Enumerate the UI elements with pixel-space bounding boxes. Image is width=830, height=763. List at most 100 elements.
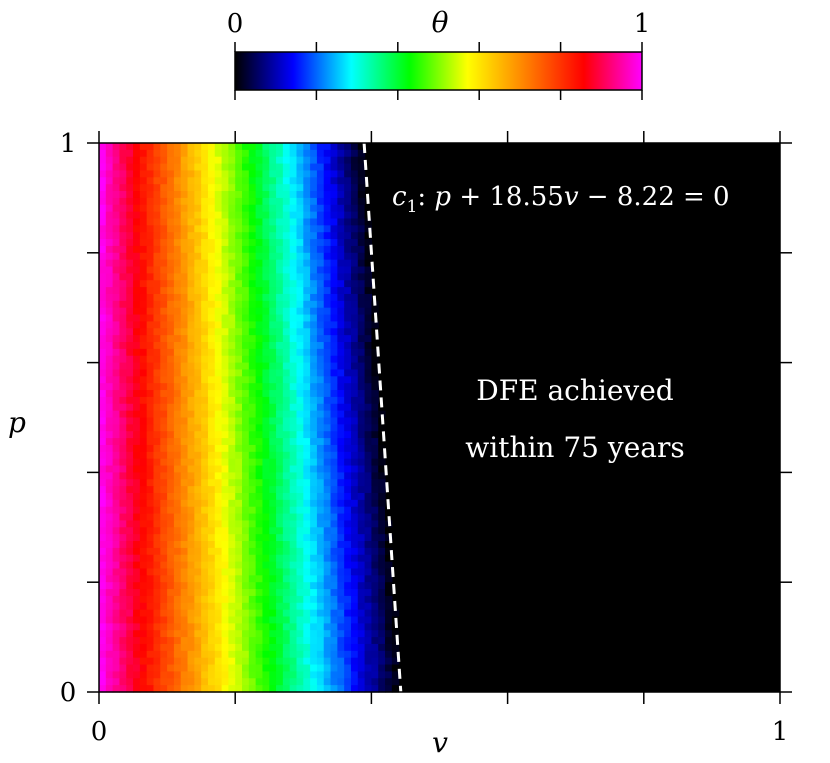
- heatmap-cell: [194, 184, 202, 192]
- heatmap-cell: [276, 602, 284, 611]
- heatmap-cell: [303, 575, 311, 583]
- heatmap-cell: [248, 156, 257, 165]
- heatmap-cell: [303, 506, 311, 515]
- heatmap-cell: [112, 527, 121, 535]
- heatmap-cell: [167, 218, 175, 226]
- heatmap-cell: [235, 417, 243, 425]
- heatmap-cell: [282, 369, 291, 377]
- heatmap-cell: [316, 197, 325, 206]
- heatmap-cell: [323, 506, 332, 515]
- heatmap-cell: [262, 486, 270, 494]
- heatmap-cell: [337, 410, 345, 419]
- heatmap-cell: [357, 273, 366, 281]
- heatmap-cell: [310, 266, 318, 274]
- heatmap-cell: [344, 444, 352, 453]
- heatmap-cell: [167, 664, 175, 673]
- heatmap-cell: [371, 534, 379, 542]
- heatmap-cell: [316, 589, 325, 597]
- heatmap-cell: [296, 575, 304, 583]
- heatmap-cell: [262, 211, 270, 220]
- heatmap-cell: [296, 335, 304, 343]
- heatmap-cell: [194, 218, 202, 226]
- heatmap-cell: [350, 534, 359, 542]
- heatmap-cell: [153, 335, 161, 343]
- heatmap-cell: [344, 671, 352, 679]
- heatmap-cell: [316, 417, 325, 425]
- heatmap-cell: [139, 300, 148, 309]
- heatmap-cell: [214, 561, 223, 570]
- heatmap-cell: [214, 321, 223, 329]
- heatmap-cell: [228, 245, 236, 254]
- heatmap-cell: [228, 650, 236, 659]
- heatmap-cell: [235, 547, 243, 556]
- heatmap-cell: [167, 657, 175, 666]
- heatmap-cell: [364, 348, 372, 357]
- heatmap-cell: [310, 465, 318, 473]
- heatmap-cell: [282, 637, 291, 645]
- heatmap-cell: [350, 362, 359, 371]
- heatmap-cell: [276, 328, 284, 336]
- heatmap-cell: [173, 650, 182, 659]
- heatmap-cell: [99, 616, 107, 624]
- heatmap-cell: [357, 616, 366, 624]
- heatmap-cell: [201, 197, 209, 206]
- heatmap-cell: [323, 170, 332, 178]
- heatmap-cell: [330, 232, 338, 240]
- heatmap-cell: [126, 287, 134, 295]
- heatmap-cell: [289, 376, 298, 384]
- heatmap-cell: [194, 561, 202, 570]
- heatmap-cell: [173, 575, 182, 583]
- heatmap-cell: [303, 499, 311, 508]
- heatmap-cell: [194, 431, 202, 439]
- heatmap-cell: [221, 280, 229, 288]
- heatmap-cell: [160, 424, 168, 432]
- heatmap-cell: [167, 527, 175, 535]
- heatmap-cell: [112, 438, 121, 446]
- heatmap-cell: [248, 650, 257, 659]
- heatmap-cell: [235, 197, 243, 206]
- heatmap-cell: [187, 211, 195, 220]
- heatmap-cell: [350, 273, 359, 281]
- heatmap-cell: [269, 671, 277, 679]
- heatmap-cell: [235, 239, 243, 247]
- heatmap-cell: [99, 211, 107, 220]
- heatmap-cell: [167, 671, 175, 679]
- heatmap-cell: [235, 177, 243, 185]
- heatmap-cell: [289, 623, 298, 631]
- heatmap-cell: [146, 307, 155, 316]
- heatmap-cell: [276, 541, 284, 549]
- heatmap-cell: [180, 534, 189, 542]
- heatmap-cell: [391, 609, 400, 618]
- heatmap-cell: [350, 630, 359, 638]
- heatmap-cell: [146, 499, 155, 508]
- heatmap-cell: [139, 486, 148, 494]
- heatmap-cell: [323, 225, 332, 233]
- heatmap-cell: [153, 595, 161, 604]
- heatmap-cell: [378, 657, 386, 666]
- heatmap-cell: [153, 554, 161, 563]
- heatmap-cell: [316, 547, 325, 556]
- heatmap-cell: [105, 561, 114, 570]
- heatmap-cell: [180, 239, 189, 247]
- heatmap-cell: [296, 671, 304, 679]
- heatmap-cell: [173, 328, 182, 336]
- heatmap-cell: [126, 547, 134, 556]
- heatmap-cell: [378, 534, 386, 542]
- heatmap-cell: [99, 156, 107, 165]
- heatmap-cell: [153, 218, 161, 226]
- heatmap-cell: [371, 506, 379, 515]
- heatmap-cell: [337, 396, 345, 405]
- heatmap-cell: [228, 527, 236, 535]
- heatmap-cell: [180, 383, 189, 391]
- heatmap-cell: [276, 438, 284, 446]
- heatmap-cell: [194, 307, 202, 316]
- heatmap-cell: [180, 527, 189, 535]
- heatmap-cell: [262, 177, 270, 185]
- heatmap-cell: [126, 527, 134, 535]
- heatmap-cell: [221, 348, 229, 357]
- heatmap-cell: [160, 643, 168, 652]
- heatmap-cell: [194, 273, 202, 281]
- heatmap-cell: [180, 417, 189, 425]
- heatmap-cell: [282, 520, 291, 528]
- heatmap-cell: [357, 410, 366, 419]
